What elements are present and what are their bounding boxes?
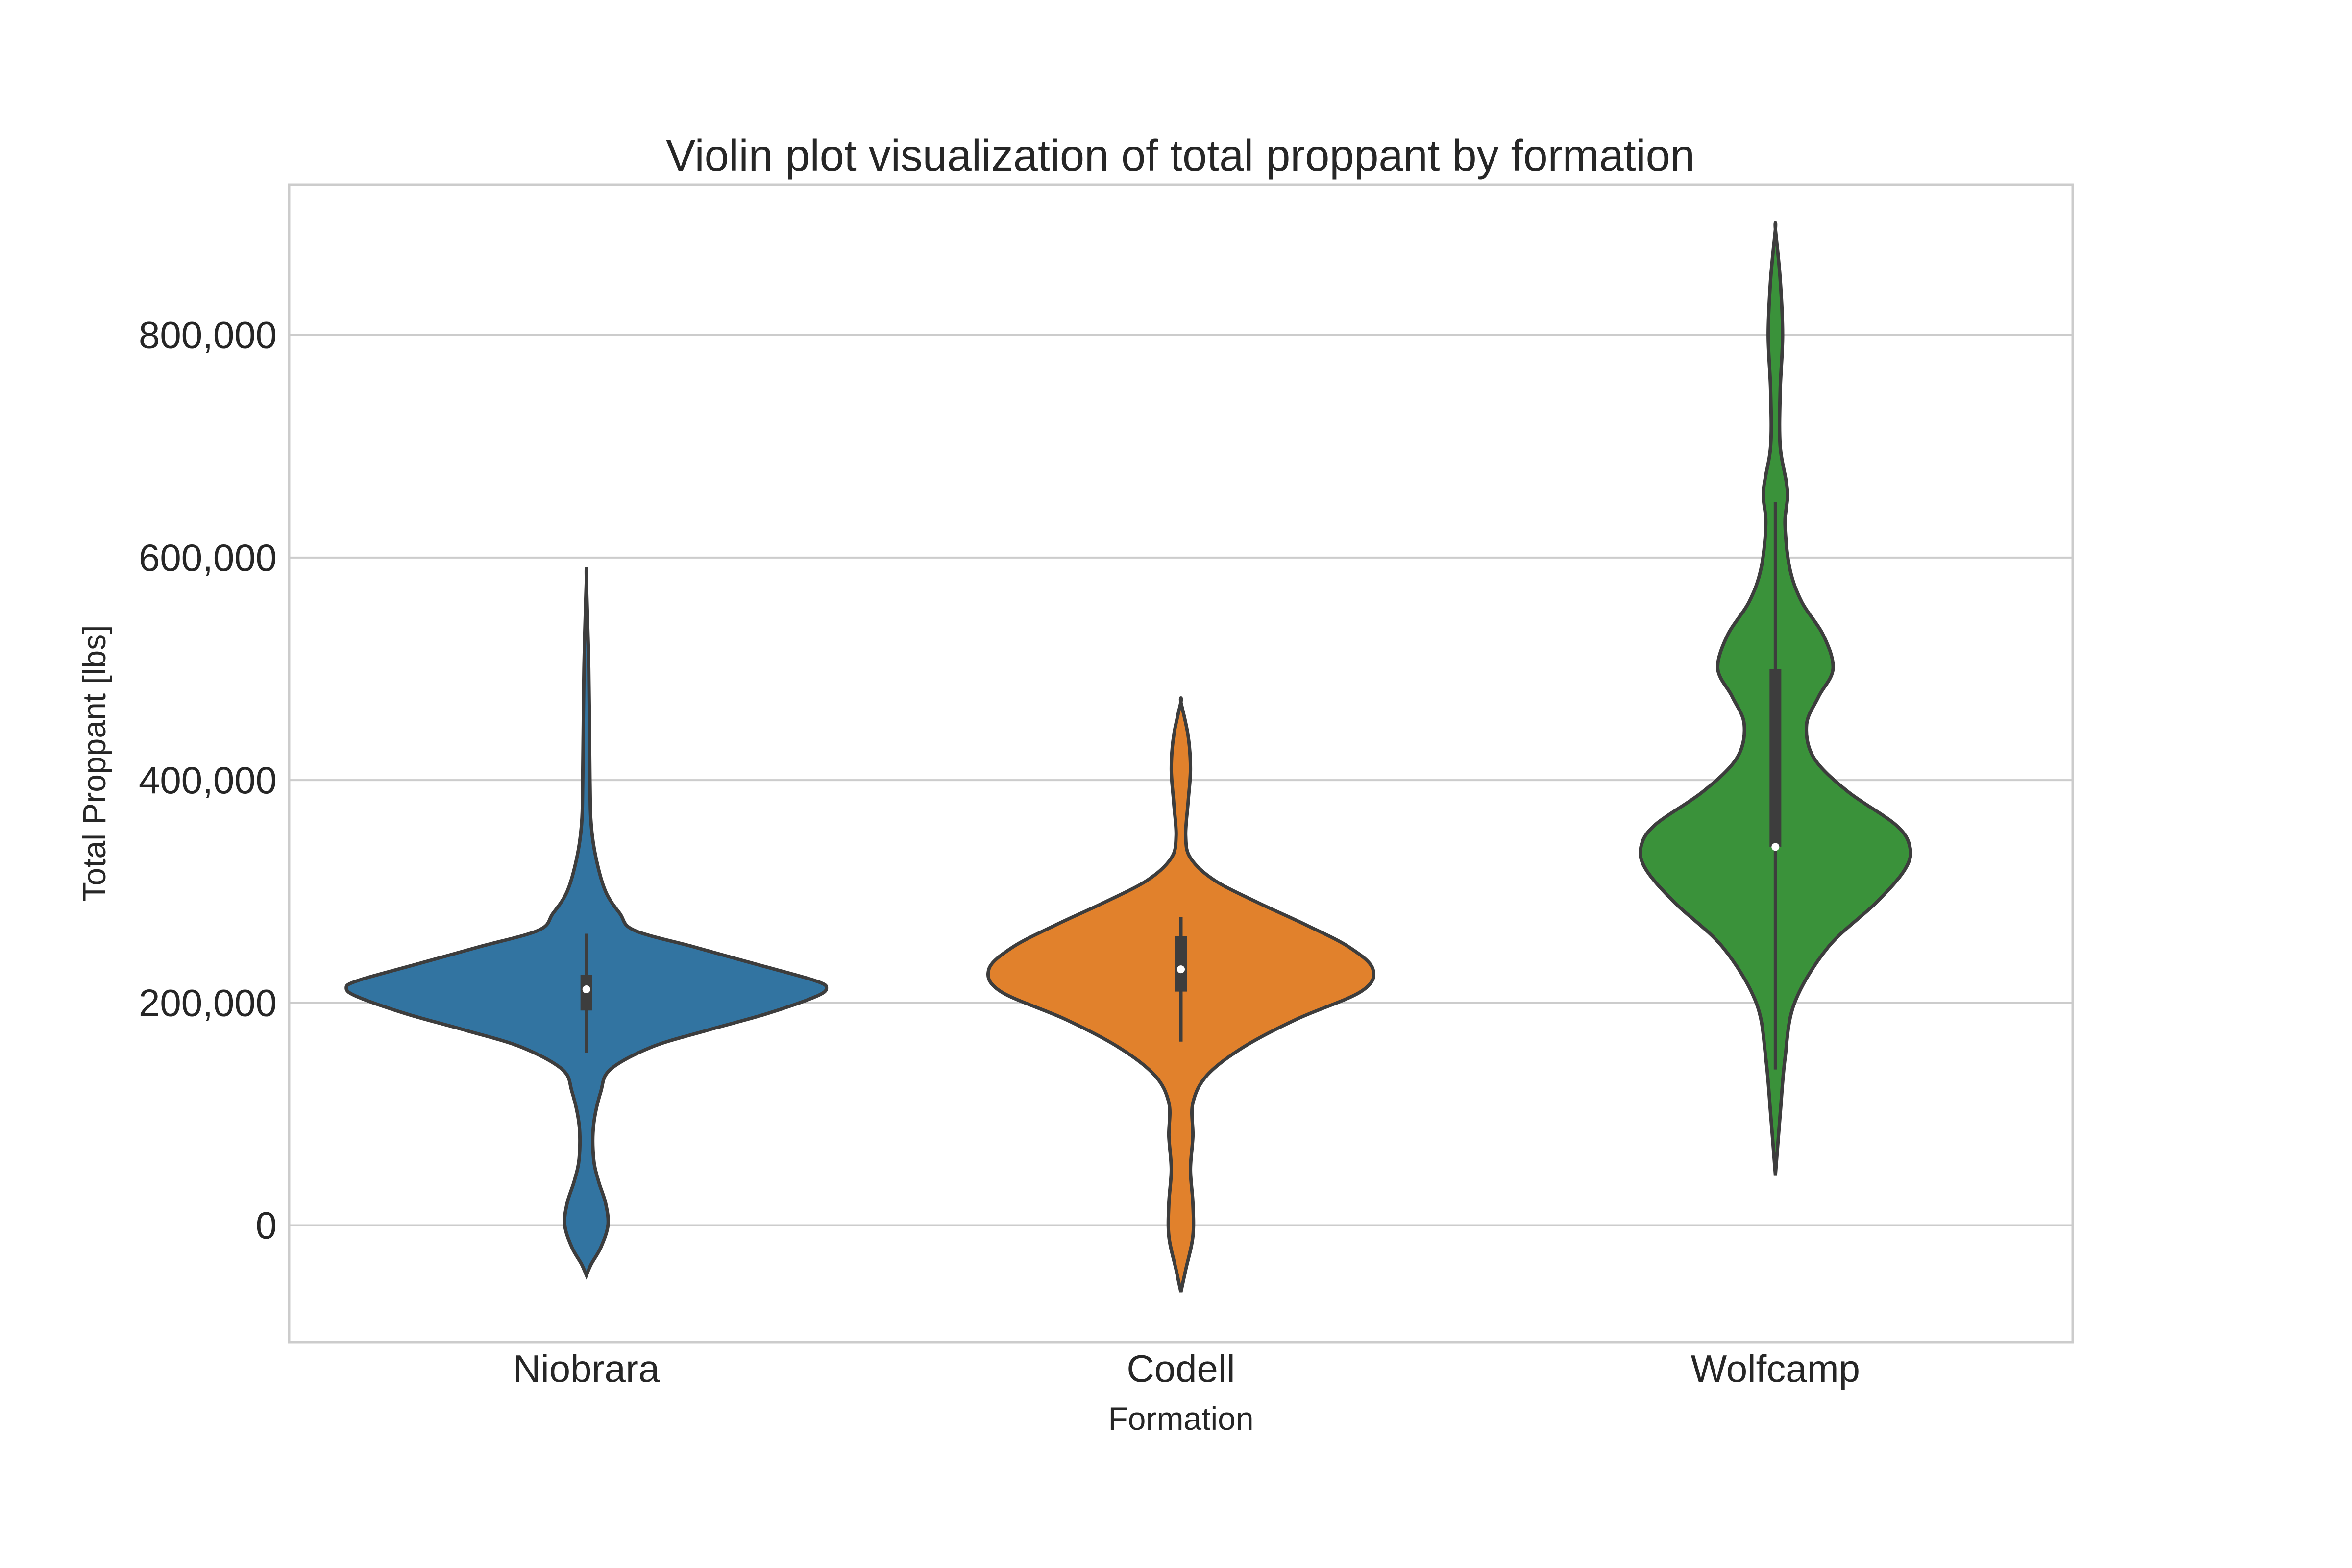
x-tick-label: Codell <box>1127 1347 1235 1390</box>
x-axis-label: Formation <box>1108 1400 1253 1437</box>
median-niobrara <box>582 985 590 994</box>
y-tick-label: 600,000 <box>139 536 277 579</box>
y-axis-label: Total Proppant [lbs] <box>76 625 112 902</box>
median-codell <box>1177 965 1185 974</box>
y-tick-label: 400,000 <box>139 759 277 802</box>
y-tick-labels: 0 200,000 400,000 600,000 800,000 <box>139 314 277 1247</box>
violin-niobrara <box>344 567 829 1280</box>
x-tick-label: Niobrara <box>513 1347 660 1390</box>
y-tick-label: 200,000 <box>139 981 277 1024</box>
y-tick-label: 0 <box>256 1204 277 1247</box>
y-tick-label: 800,000 <box>139 314 277 357</box>
plot-frame <box>288 183 2074 1344</box>
median-wolfcamp <box>1771 843 1780 851</box>
chart-title: Violin plot visualization of total propp… <box>666 131 1695 180</box>
x-tick-label: Wolfcamp <box>1691 1347 1860 1390</box>
x-tick-labels: Niobrara Codell Wolfcamp <box>513 1347 1860 1390</box>
violins <box>344 221 1912 1293</box>
